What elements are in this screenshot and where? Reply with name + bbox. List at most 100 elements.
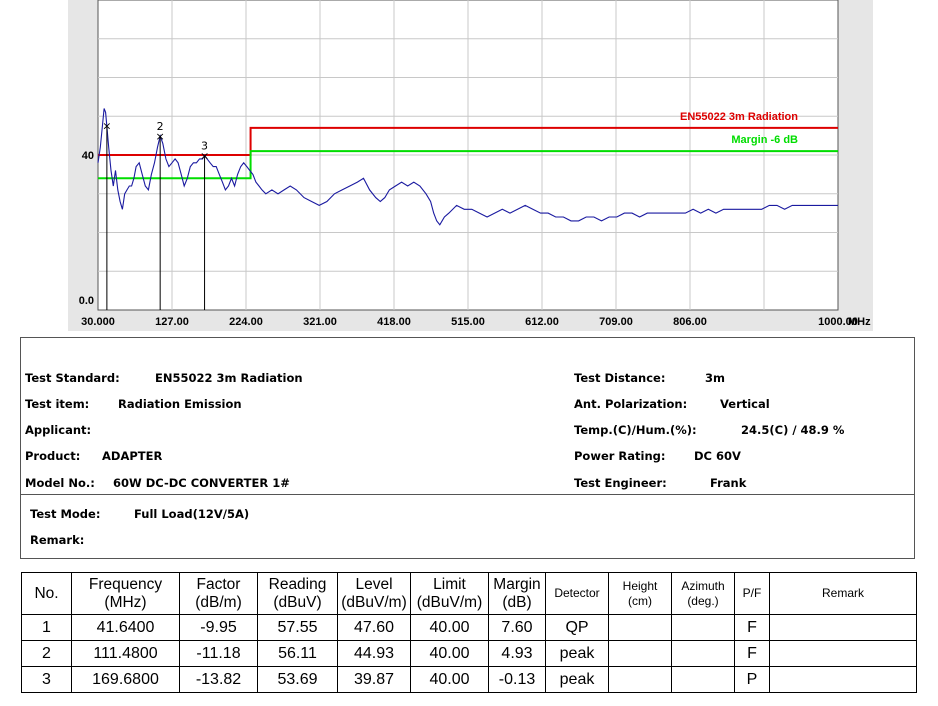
table-cell: 1 xyxy=(21,614,72,641)
table-header-cell: Remark xyxy=(769,572,917,615)
table-cell: -13.82 xyxy=(179,666,258,693)
y-tick-label: 0.0 xyxy=(79,295,94,307)
table-cell: 53.69 xyxy=(257,666,338,693)
x-tick-label: 418.00 xyxy=(377,316,411,328)
info-value-right-2: Vertical xyxy=(720,397,770,411)
info-label-left-3: Applicant: xyxy=(25,423,92,437)
info-value-left-5: 60W DC-DC CONVERTER 1# xyxy=(113,476,290,490)
test-mode-panel: Test Mode: Full Load(12V/5A) Remark: xyxy=(20,495,915,559)
header-line-2: (deg.) xyxy=(687,593,719,608)
table-cell: 169.6800 xyxy=(71,666,180,693)
info-label-right-4: Power Rating: xyxy=(574,449,666,463)
table-cell: P xyxy=(734,666,770,693)
x-tick-label: 806.00 xyxy=(673,316,707,328)
table-cell xyxy=(608,614,672,641)
header-line-2: (dBuV/m) xyxy=(341,593,407,611)
test-info-panel: Test Standard: EN55022 3m Radiation Test i… xyxy=(20,337,915,495)
table-cell: 111.4800 xyxy=(71,640,180,667)
info-value-right-1: 3m xyxy=(705,371,725,385)
info-label-left-4: Product: xyxy=(25,449,81,463)
info-label-left-2: Test item: xyxy=(25,397,90,411)
info-value-right-5: Frank xyxy=(710,476,747,490)
table-header-cell: Limit (dBuV/m) xyxy=(410,572,489,615)
table-cell: 57.55 xyxy=(257,614,338,641)
table-header-cell: No. xyxy=(21,572,72,615)
table-header-row: No. Frequency (MHz) Factor (dB/m) Reading (dBu… xyxy=(21,572,917,615)
table-cell xyxy=(671,614,735,641)
info-label-left-1: Test Standard: xyxy=(25,371,120,385)
table-cell: 39.87 xyxy=(337,666,411,693)
table-cell xyxy=(671,640,735,667)
test-mode-value: Full Load(12V/5A) xyxy=(134,507,250,521)
x-tick-label: 515.00 xyxy=(451,316,485,328)
table-cell xyxy=(608,640,672,667)
table-row: 1 41.6400 -9.95 57.55 47.60 40.00 7.60 QP F xyxy=(21,614,917,641)
info-label-right-3: Temp.(C)/Hum.(%): xyxy=(574,423,697,437)
info-value-right-4: DC 60V xyxy=(694,449,741,463)
header-line-2: (dB/m) xyxy=(195,593,242,611)
table-cell xyxy=(769,666,917,693)
table-header-cell: Height (cm) xyxy=(608,572,672,615)
header-line-1: P/F xyxy=(742,586,762,600)
table-cell xyxy=(671,666,735,693)
limit-line-2 xyxy=(98,150,838,180)
table-cell: 44.93 xyxy=(337,640,411,667)
limit-line-label-2: Margin -6 dB xyxy=(731,134,798,146)
header-line-1: Azimuth xyxy=(681,578,725,593)
x-tick-label: 127.00 xyxy=(155,316,189,328)
x-tick-label: 1000.00 xyxy=(818,316,858,328)
table-cell xyxy=(608,666,672,693)
table-cell: peak xyxy=(545,640,609,667)
table-cell: 3 xyxy=(21,666,72,693)
emission-trace xyxy=(97,108,838,226)
table-cell: F xyxy=(734,640,770,667)
info-value-left-1: EN55022 3m Radiation xyxy=(155,371,303,385)
x-tick-label: 612.00 xyxy=(525,316,559,328)
table-cell: -9.95 xyxy=(179,614,258,641)
header-line-1: Height xyxy=(622,578,658,593)
emission-chart: EN55022 3m Radiation Margin -6 dB × × 2 × 3 30.… xyxy=(20,0,918,338)
x-tick-label: 30.000 xyxy=(81,316,115,328)
x-unit-label: MHz xyxy=(848,316,871,328)
table-header-cell: Azimuth (deg.) xyxy=(671,572,735,615)
remark-label: Remark: xyxy=(30,533,85,547)
table-header-cell: Frequency (MHz) xyxy=(71,572,180,615)
header-line-1: Remark xyxy=(821,586,864,600)
x-tick-label: 224.00 xyxy=(229,316,263,328)
marker-cross-3: × xyxy=(200,150,209,163)
limit-line-1 xyxy=(98,126,838,156)
table-cell: -11.18 xyxy=(179,640,258,667)
table-cell: 41.6400 xyxy=(71,614,180,641)
header-line-1: Factor xyxy=(196,575,241,593)
table-cell: -0.13 xyxy=(488,666,546,693)
y-tick-label: 40 xyxy=(82,150,94,162)
info-value-left-4: ADAPTER xyxy=(102,449,163,463)
table-row: 2 111.4800 -11.18 56.11 44.93 40.00 4.93 peak F xyxy=(21,640,917,667)
header-line-2: (dB) xyxy=(502,593,532,611)
header-line-1: Frequency xyxy=(88,575,163,593)
test-mode-label: Test Mode: xyxy=(30,507,101,521)
limit-line-label-1: EN55022 3m Radiation xyxy=(680,111,798,123)
header-line-2: (dBuV) xyxy=(273,593,322,611)
x-tick-label: 321.00 xyxy=(303,316,337,328)
marker-cross-1: × xyxy=(102,120,111,133)
table-header-cell: P/F xyxy=(734,572,770,615)
info-label-right-5: Test Engineer: xyxy=(574,476,667,490)
header-line-2: (MHz) xyxy=(104,593,147,611)
table-cell: 7.60 xyxy=(488,614,546,641)
info-value-left-2: Radiation Emission xyxy=(118,397,242,411)
table-cell: 40.00 xyxy=(410,614,489,641)
result-table: No. Frequency (MHz) Factor (dB/m) Reading (dBu… xyxy=(21,572,917,693)
info-label-right-2: Ant. Polarization: xyxy=(574,397,688,411)
header-line-1: Limit xyxy=(433,575,466,593)
table-cell xyxy=(769,614,917,641)
x-tick-label: 709.00 xyxy=(599,316,633,328)
table-cell xyxy=(769,640,917,667)
info-label-left-5: Model No.: xyxy=(25,476,95,490)
table-cell: 40.00 xyxy=(410,640,489,667)
table-header-cell: Margin (dB) xyxy=(488,572,546,615)
table-cell: 47.60 xyxy=(337,614,411,641)
header-line-1: Detector xyxy=(554,586,600,600)
header-line-1: Level xyxy=(355,575,393,593)
